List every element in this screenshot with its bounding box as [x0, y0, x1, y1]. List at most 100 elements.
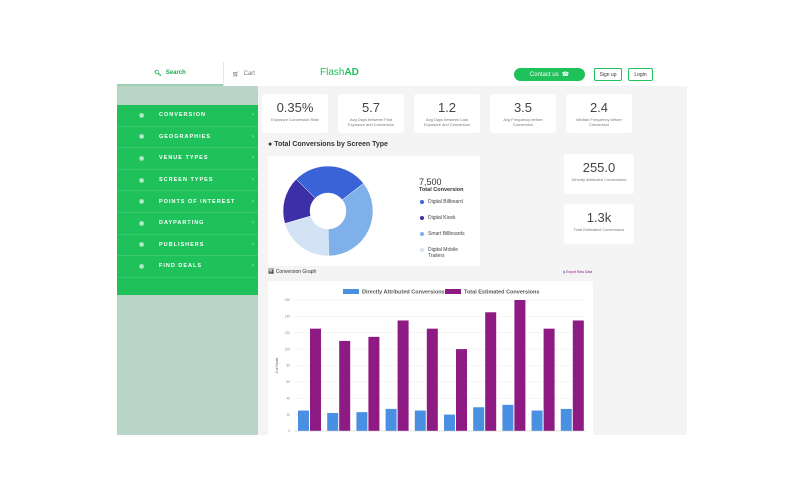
sidebar-item-label: FIND DEALS	[159, 263, 202, 270]
screen-icon: ◉	[139, 177, 146, 184]
stat-label: Exposure Conversion Rate	[271, 117, 319, 122]
users-icon: ◉	[139, 242, 146, 249]
donut-slice-digital-kiosk[interactable]	[282, 178, 316, 224]
sidebar-item-label: SCREEN TYPES	[159, 177, 214, 184]
stat-value: 0.35%	[276, 100, 314, 115]
contact-label: Contact us	[529, 71, 559, 78]
stat-value: 5.7	[361, 100, 381, 115]
sidebar-item-venue-types[interactable]: ◉ VENUE TYPES ›	[117, 148, 258, 170]
cart-icon: 🛒︎	[232, 71, 240, 78]
bar-directly-attributed[interactable]	[298, 410, 309, 431]
stat-card: 5.7 Avg Days between First Exposure and C…	[338, 94, 404, 133]
bar-total-estimated[interactable]	[339, 340, 351, 431]
bar-chart: Directly Attributed Conversions Total Est…	[275, 289, 586, 433]
y-tick-label: 40	[286, 396, 290, 400]
legend-dot	[420, 248, 424, 252]
export-label: Export Raw Data	[565, 270, 593, 274]
contact-button[interactable]: Contact us ☎	[514, 68, 585, 81]
chevron-right-icon: ›	[252, 220, 255, 227]
stat-label: Avg Days between First Exposure and Conv…	[347, 117, 395, 127]
y-tick-label: 140	[285, 315, 291, 319]
logo-bold: AD	[344, 67, 359, 78]
bar-total-estimated[interactable]	[572, 320, 584, 431]
sidebar-item-find-deals[interactable]: ◉ FIND DEALS ›	[117, 256, 258, 278]
bar-directly-attributed[interactable]	[356, 412, 368, 431]
map-icon: ◉	[139, 134, 146, 141]
legend-item: Digital Mobile Trailers	[420, 247, 470, 259]
donut-slice-smart-billboards[interactable]	[327, 183, 374, 257]
legend-dot	[420, 232, 424, 236]
legend-label: Total Estimated Conversions	[464, 290, 539, 296]
bar-chart-card: Directly Attributed Conversions Total Est…	[268, 281, 593, 435]
y-tick-label: 60	[286, 380, 290, 384]
legend-item: Smart Billboards	[420, 231, 470, 237]
bar-total-estimated[interactable]	[397, 320, 409, 431]
handshake-icon: ◉	[139, 263, 146, 270]
sidebar-item-geographies[interactable]: ◉ GEOGRAPHIES ›	[117, 127, 258, 149]
tab-cart[interactable]: 🛒︎ Cart	[223, 62, 299, 86]
side-stat-card: 255.0 Directly Attributed Conversions	[564, 154, 634, 194]
stat-card: 1.2 Avg Days between Last Exposure and Co…	[414, 94, 480, 133]
target-icon: ◉	[139, 112, 146, 119]
screen-type-title-text: Total Conversions by Screen Type	[274, 141, 388, 148]
bar-directly-attributed[interactable]	[531, 410, 543, 431]
sidebar-item-label: POINTS OF INTEREST	[159, 198, 236, 205]
donut-slice-digital-billboard[interactable]	[295, 165, 364, 201]
chevron-right-icon: ›	[252, 263, 255, 270]
bar-total-estimated[interactable]	[426, 328, 438, 431]
export-raw-data-link[interactable]: ▮ Export Raw Data	[563, 270, 592, 274]
poi-icon: ◉	[139, 199, 146, 206]
bar-total-estimated[interactable]	[485, 312, 497, 431]
total-label: Total Conversion	[419, 187, 464, 193]
bar-total-estimated[interactable]	[514, 300, 526, 431]
stat-label: Median Frequency before Conversion	[576, 117, 622, 127]
sidebar-item-dayparting[interactable]: ◉ DAYPARTING ›	[117, 213, 258, 235]
legend-item: Digital Billboard	[420, 199, 470, 205]
login-button[interactable]: Login	[628, 68, 653, 81]
bar-directly-attributed[interactable]	[414, 410, 426, 431]
stat-value: 3.5	[513, 100, 533, 115]
logo[interactable]: FlashAD	[320, 67, 359, 78]
bar-total-estimated[interactable]	[456, 349, 467, 431]
stat-value: 1.2	[437, 100, 457, 115]
sidebar-item-publishers[interactable]: ◉ PUBLISHERS ›	[117, 235, 258, 257]
sidebar-item-screen-types[interactable]: ◉ SCREEN TYPES ›	[117, 170, 258, 192]
bar-directly-attributed[interactable]	[444, 414, 455, 431]
sidebar: ◉ CONVERSION › ◉ GEOGRAPHIES › ◉ VENUE TYPES › ◉ S…	[117, 86, 258, 435]
donut-chart	[282, 165, 374, 257]
phone-icon: ☎	[561, 72, 570, 78]
sidebar-item-conversion[interactable]: ◉ CONVERSION ›	[117, 105, 258, 127]
y-axis-label: # of Spots	[275, 357, 279, 373]
bar-total-estimated[interactable]	[368, 336, 380, 431]
stat-label: Avg Days between Last Exposure and Conve…	[423, 117, 471, 127]
export-icon: ▮	[563, 270, 565, 274]
stat-label: Total Estimated Conversions	[573, 227, 625, 232]
donut-slice-digital-mobile-trailers[interactable]	[284, 215, 329, 257]
search-icon: 🔍︎	[154, 70, 162, 77]
donut-card: 7,500 Total Conversion Digital Billboard…	[268, 156, 480, 266]
bar-total-estimated[interactable]	[310, 328, 321, 431]
sidebar-item-label: CONVERSION	[159, 112, 206, 119]
bar-total-estimated[interactable]	[543, 328, 555, 431]
tab-search[interactable]: 🔍︎ Search	[117, 62, 223, 86]
legend-label: Digital Kiosk	[428, 215, 456, 221]
bar-directly-attributed[interactable]	[502, 404, 514, 431]
bar-directly-attributed[interactable]	[473, 407, 485, 431]
logo-text: Flash	[320, 67, 345, 78]
signup-button[interactable]: Sign up	[594, 68, 622, 81]
header: 🔍︎ Search 🛒︎ Cart FlashAD Contact us ☎ Sign…	[117, 62, 687, 86]
legend-dot	[420, 216, 424, 220]
bar-directly-attributed[interactable]	[385, 408, 397, 431]
bar-directly-attributed[interactable]	[327, 412, 339, 431]
screen-type-title: ● Total Conversions by Screen Type	[268, 141, 388, 148]
pin-icon: ◉	[139, 155, 146, 162]
stat-card: 2.4 Median Frequency before Conversion	[566, 94, 632, 133]
stat-label: Avg Frequency before Conversion	[503, 117, 543, 127]
y-tick-label: 120	[285, 331, 291, 335]
sidebar-item-points-of-interest[interactable]: ◉ POINTS OF INTEREST ›	[117, 191, 258, 213]
bar-directly-attributed[interactable]	[560, 408, 572, 431]
y-tick-label: 160	[285, 298, 291, 302]
clock-icon: ◉	[139, 220, 146, 227]
legend-dot	[420, 200, 424, 204]
sidebar-item-label: PUBLISHERS	[159, 241, 205, 248]
